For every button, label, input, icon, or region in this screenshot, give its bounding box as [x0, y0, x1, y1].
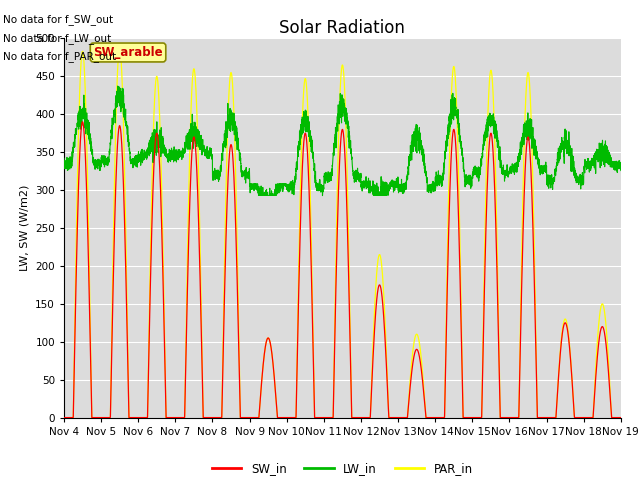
Text: SW_arable: SW_arable: [93, 46, 163, 59]
Y-axis label: LW, SW (W/m2): LW, SW (W/m2): [20, 185, 29, 271]
Text: No data for f_PAR_out: No data for f_PAR_out: [3, 51, 116, 62]
Text: No data for f_SW_out: No data for f_SW_out: [3, 14, 113, 25]
Text: No data for f_LW_out: No data for f_LW_out: [3, 33, 111, 44]
Title: Solar Radiation: Solar Radiation: [280, 19, 405, 37]
Legend: SW_in, LW_in, PAR_in: SW_in, LW_in, PAR_in: [207, 457, 477, 480]
